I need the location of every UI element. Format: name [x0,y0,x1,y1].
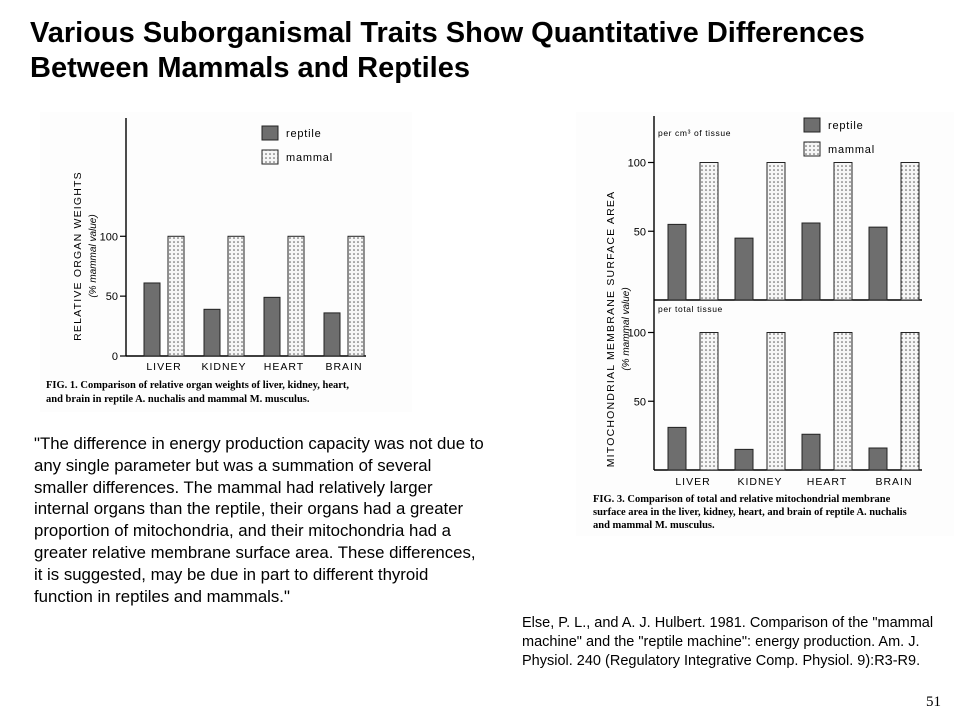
fig3-top-bar-mammal-kidney [766,162,786,301]
fig3-bottom-ytick-label: 100 [628,328,646,340]
fig3-top-bar-mammal-brain [900,162,920,301]
fig3-bottom-category-label: BRAIN [875,476,912,488]
fig1-bar-mammal-heart [287,235,305,357]
fig1-legend-label-reptile: reptile [286,128,322,140]
fig3-top-bar-reptile-kidney [734,237,754,301]
fig3-plot-area: 50 100 per cm³ of tissue 50 100 LIVER KIDNEY HE… [628,116,922,488]
page-number: 51 [926,694,941,710]
fig1-bar-mammal-brain [347,235,365,357]
fig3-bottom-category-label: LIVER [675,476,710,488]
figure-3-chart: MITOCHONDRIAL MEMBRANE SURFACE AREA (% m… [593,116,922,531]
fig1-ytick-label: 0 [112,351,118,363]
fig3-caption-line-2: surface area in the liver, kidney, heart… [593,507,907,518]
fig3-top-bar-reptile-liver [667,223,687,301]
fig1-legend-swatch-reptile [261,125,279,141]
fig1-plot-area: 0 50 100 LIVER KIDNEY HEART BRAIN reptile mammal [100,118,366,373]
citation-text: Else, P. L., and A. J. Hulbert. 1981. Co… [522,615,934,670]
fig3-top-ytick-label: 100 [628,158,646,170]
fig3-ylabel: MITOCHONDRIAL MEMBRANE SURFACE AREA [605,191,617,468]
fig3-bottom-bar-mammal-brain [900,332,920,471]
fig3-top-ytick-label: 50 [634,226,646,238]
fig3-bottom-panel-label: per total tissue [658,304,723,314]
fig3-bottom-ytick-label: 50 [634,396,646,408]
fig3-bottom-category-label: KIDNEY [737,476,782,488]
figure-1-chart: RELATIVE ORGAN WEIGHTS (% mammal value) … [46,118,366,405]
fig3-legend-label-mammal: mammal [828,144,875,156]
fig3-top-panel-label: per cm³ of tissue [658,128,731,138]
fig1-category-label: BRAIN [325,361,362,373]
fig3-ylabel-sub: (% mammal value) [621,287,632,370]
fig1-ylabel: RELATIVE ORGAN WEIGHTS [72,171,84,341]
figure-1-organ-weights: RELATIVE ORGAN WEIGHTS (% mammal value) … [40,112,412,412]
fig1-ytick-label: 50 [106,291,118,303]
fig1-bar-reptile-kidney [203,308,221,357]
fig1-category-label: LIVER [146,361,181,373]
figure-3-mitochondrial-area: MITOCHONDRIAL MEMBRANE SURFACE AREA (% m… [576,112,954,536]
fig3-top-bar-mammal-heart [833,162,853,301]
fig3-legend-swatch-reptile [803,117,821,133]
fig1-ytick-label: 100 [100,231,118,243]
fig3-legend-swatch-mammal [803,141,821,157]
fig3-bottom-bar-reptile-kidney [734,448,754,471]
fig1-bar-mammal-kidney [227,235,245,357]
fig1-bar-reptile-heart [263,296,281,357]
fig1-caption-line-1: FIG. 1. Comparison of relative organ wei… [46,380,349,391]
fig3-top-bar-reptile-brain [868,226,888,301]
fig3-bottom-bar-mammal-liver [699,332,719,471]
fig1-bar-reptile-brain [323,312,341,357]
fig1-ylabel-sub: (% mammal value) [88,214,99,297]
fig3-bottom-bar-reptile-liver [667,426,687,471]
fig1-bar-reptile-liver [143,282,161,357]
fig1-category-label: HEART [264,361,304,373]
fig1-bar-mammal-liver [167,235,185,357]
fig1-legend-swatch-mammal [261,149,279,165]
fig3-bottom-bar-reptile-brain [868,447,888,471]
fig3-caption-line-1: FIG. 3. Comparison of total and relative… [593,494,891,505]
fig3-top-bar-mammal-liver [699,162,719,301]
fig1-category-label: KIDNEY [201,361,246,373]
slide-title: Various Suborganismal Traits Show Quanti… [30,17,865,85]
fig3-top-bar-reptile-heart [801,222,821,301]
fig3-legend-label-reptile: reptile [828,120,864,132]
fig3-bottom-bar-reptile-heart [801,433,821,471]
fig3-caption-line-3: and mammal M. musculus. [593,520,715,531]
quote-text: "The difference in energy production cap… [34,434,484,606]
fig1-caption-line-2: and brain in reptile A. nuchalis and mam… [46,394,310,405]
fig1-legend-label-mammal: mammal [286,152,333,164]
fig3-bottom-category-label: HEART [807,476,847,488]
fig3-bottom-bar-mammal-kidney [766,332,786,471]
fig3-bottom-bar-mammal-heart [833,332,853,471]
